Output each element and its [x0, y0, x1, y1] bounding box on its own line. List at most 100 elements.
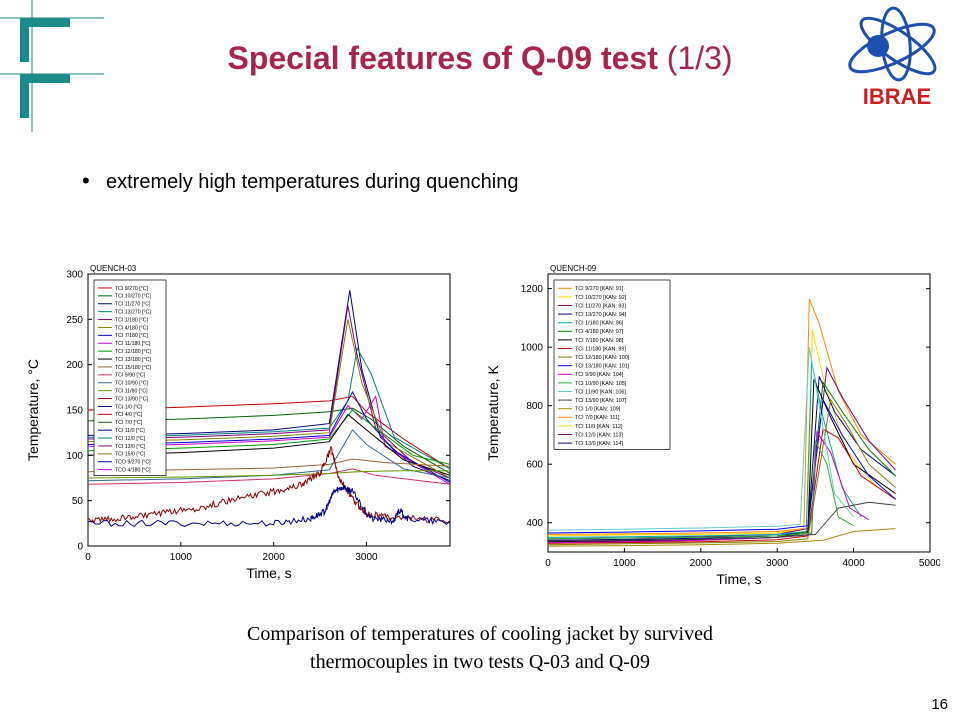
chart-0-xtick-label: 0: [85, 552, 91, 563]
chart-0-legend-entry: TCI 9/270 [°C]: [115, 286, 148, 292]
chart-0-series-line-10: [88, 458, 450, 473]
chart-0-legend-entry: TCI 11/270 [°C]: [115, 302, 151, 308]
chart-0-legend-entry: TCI 12/180 [°C]: [115, 349, 151, 355]
chart-1-series-line-12: [548, 347, 854, 531]
chart-1-ytick-label: 800: [526, 401, 543, 412]
corner-bracket-logo: [0, 0, 104, 132]
chart-1-series-line-11: [548, 440, 854, 540]
chart-0-xtick-label: 3000: [355, 552, 378, 563]
chart-0-series-line-4: [88, 305, 450, 479]
chart-0-series-line-1: [88, 407, 450, 474]
chart-1-xtick-label: 4000: [842, 558, 865, 569]
chart-0-legend-entry: TCI 4/180 [°C]: [115, 325, 148, 331]
chart-0-legend-entry: TCI 7/0 [°C]: [115, 420, 143, 426]
chart-1-legend-entry: TCI 12/0 [KAN: 113]: [575, 432, 623, 438]
chart-1-legend-entry: TCI 1/0 [KAN: 109]: [575, 407, 621, 413]
caption-line-2: thermocouples in two tests Q-03 and Q-09: [310, 651, 650, 673]
chart-0-legend-entry: TCI 11/180 [°C]: [115, 341, 151, 347]
chart-1-xtick-label: 3000: [766, 558, 789, 569]
chart-0-legend-entry: TCO 9/270 [°C]: [115, 460, 151, 466]
chart-0-series-line-0: [88, 395, 450, 470]
chart-0-legend-entry: TCI 12/0 [°C]: [115, 436, 146, 442]
chart-1-legend-entry: TCI 10/90 [KAN: 105]: [575, 381, 627, 387]
chart-1-series-line-13: [548, 501, 896, 542]
bullet-dot: •: [82, 168, 90, 193]
logo-text: IBRAE: [863, 84, 931, 109]
chart-1-legend-entry: TCI 11/180 [KAN: 99]: [575, 346, 626, 352]
chart-0-ytick-label: 50: [72, 496, 84, 507]
chart-0-legend-entry: TCI 4/0 [°C]: [115, 412, 143, 418]
chart-0-ytick-label: 0: [77, 542, 83, 553]
chart-0-ylabel: Temperature, °C: [25, 359, 41, 461]
chart-1-legend-entry: TCI 11/90 [KAN: 106]: [575, 389, 626, 395]
chart-1-ytick-label: 400: [526, 518, 543, 529]
chart-1-xtick-label: 0: [545, 558, 551, 569]
chart-1-series-line-14: [548, 528, 896, 547]
title-main: Special features of Q-09 test: [227, 40, 658, 76]
chart-1-ytick-label: 1200: [521, 284, 544, 295]
chart-0-legend-entry: TCI 10/270 [°C]: [115, 294, 151, 300]
chart-1-ylabel: Temperature, K: [485, 364, 501, 460]
chart-1-xlabel: Time, s: [716, 571, 761, 587]
chart-1-legend-entry: TCI 13/90 [KAN: 107]: [575, 398, 627, 404]
chart-0-legend-entry: TCI 11/90 [°C]: [115, 388, 148, 394]
chart-1-ytick-label: 600: [526, 460, 543, 471]
chart-0-series-line-14: [88, 446, 450, 524]
chart-0-ytick-label: 150: [66, 406, 83, 417]
chart-0-legend-entry: TCI 11/0 [°C]: [115, 428, 145, 434]
chart-1-xtick-label: 2000: [690, 558, 713, 569]
chart-1-legend-entry: TCI 11/0 [KAN: 112]: [575, 424, 623, 430]
chart-0-legend-box: [93, 279, 167, 476]
chart-0-legend-entry: TCI 10/90 [°C]: [115, 381, 148, 387]
chart-0-xtick-label: 1000: [170, 552, 193, 563]
chart-0-legend-entry: TCI 13/270 [°C]: [115, 309, 151, 315]
caption-line-1: Comparison of temperatures of cooling ja…: [247, 623, 713, 645]
chart-0-xtick-label: 2000: [263, 552, 286, 563]
chart-1-legend-entry: TCI 12/180 [KAN: 100]: [575, 355, 630, 361]
chart-1-xtick-label: 5000: [919, 558, 940, 569]
bullet-item: • extremely high temperatures during quen…: [82, 168, 518, 194]
chart-0-legend-entry: TCI 13/90 [°C]: [115, 396, 148, 402]
chart-1-title: QUENCH-09: [550, 264, 597, 273]
page-number: 16: [931, 696, 948, 713]
title-suffix: (1/3): [666, 40, 733, 76]
chart-1-series-line-8: [548, 398, 896, 546]
chart-0-legend-entry: TCI 1/0 [°C]: [115, 404, 143, 410]
chart-1-legend-entry: TCI 13/0 [KAN: 114]: [575, 441, 623, 447]
chart-0-legend-entry: TCI 13/180 [°C]: [115, 357, 151, 363]
chart-0-series-line-9: [88, 413, 450, 476]
slide-title: Special features of Q-09 test (1/3): [0, 40, 960, 77]
chart-0-ytick-label: 250: [66, 315, 83, 326]
chart-1-legend-entry: TCI 1/180 [KAN: 96]: [575, 321, 624, 327]
figure-caption: Comparison of temperatures of cooling ja…: [0, 620, 960, 676]
ibrae-logo: IBRAE: [848, 6, 937, 109]
chart-0-series-line-13: [88, 470, 450, 479]
chart-1-legend-entry: TCI 7/180 [KAN: 98]: [575, 338, 624, 344]
chart-0-ytick-label: 300: [66, 270, 83, 281]
chart-0-series-line-7: [88, 395, 450, 485]
chart-0-legend-entry: TCI 13/0 [°C]: [115, 444, 146, 450]
chart-quench-09: QUENCH-09 400 600 800 1000 1200 0 1000 2000 3000 4…: [485, 264, 940, 587]
chart-1-ytick-label: 1000: [521, 343, 544, 354]
chart-1-legend-entry: TCI 9/90 [KAN: 104]: [575, 372, 624, 378]
chart-0-legend-entry: TCI 15/180 [°C]: [115, 365, 151, 371]
chart-1-legend-entry: TCI 13/180 [KAN: 101]: [575, 364, 630, 370]
chart-1-legend-entry: TCI 7/0 [KAN: 111]: [575, 415, 620, 421]
chart-1-legend-entry: TCI 11/270 [KAN: 93]: [575, 303, 626, 309]
chart-1-series-group: [548, 298, 896, 547]
chart-0-legend-entry: TCI 1/180 [°C]: [115, 317, 148, 323]
chart-0-title: QUENCH-03: [90, 264, 137, 273]
chart-1-series-line-0: [548, 298, 896, 535]
chart-0-series-group: [88, 290, 450, 528]
chart-0-series-line-12: [88, 429, 450, 482]
chart-1-legend-entry: TCI 13/270 [KAN: 94]: [575, 312, 627, 318]
chart-0-legend-entry: TCI 7/180 [°C]: [115, 333, 148, 339]
chart-0-legend-entry: TCI 9/90 [°C]: [115, 373, 146, 379]
chart-0-series-line-6: [88, 390, 450, 483]
bullet-text: extremely high temperatures during quenc…: [106, 171, 519, 193]
chart-1-legend-entry: TCI 4/180 [KAN: 97]: [575, 329, 624, 335]
chart-1-xtick-label: 1000: [613, 558, 636, 569]
chart-1-legend-entry: TCI 10/270 [KAN: 92]: [575, 295, 627, 301]
chart-1-legend-entry: TCI 9/270 [KAN: 91]: [575, 286, 624, 292]
